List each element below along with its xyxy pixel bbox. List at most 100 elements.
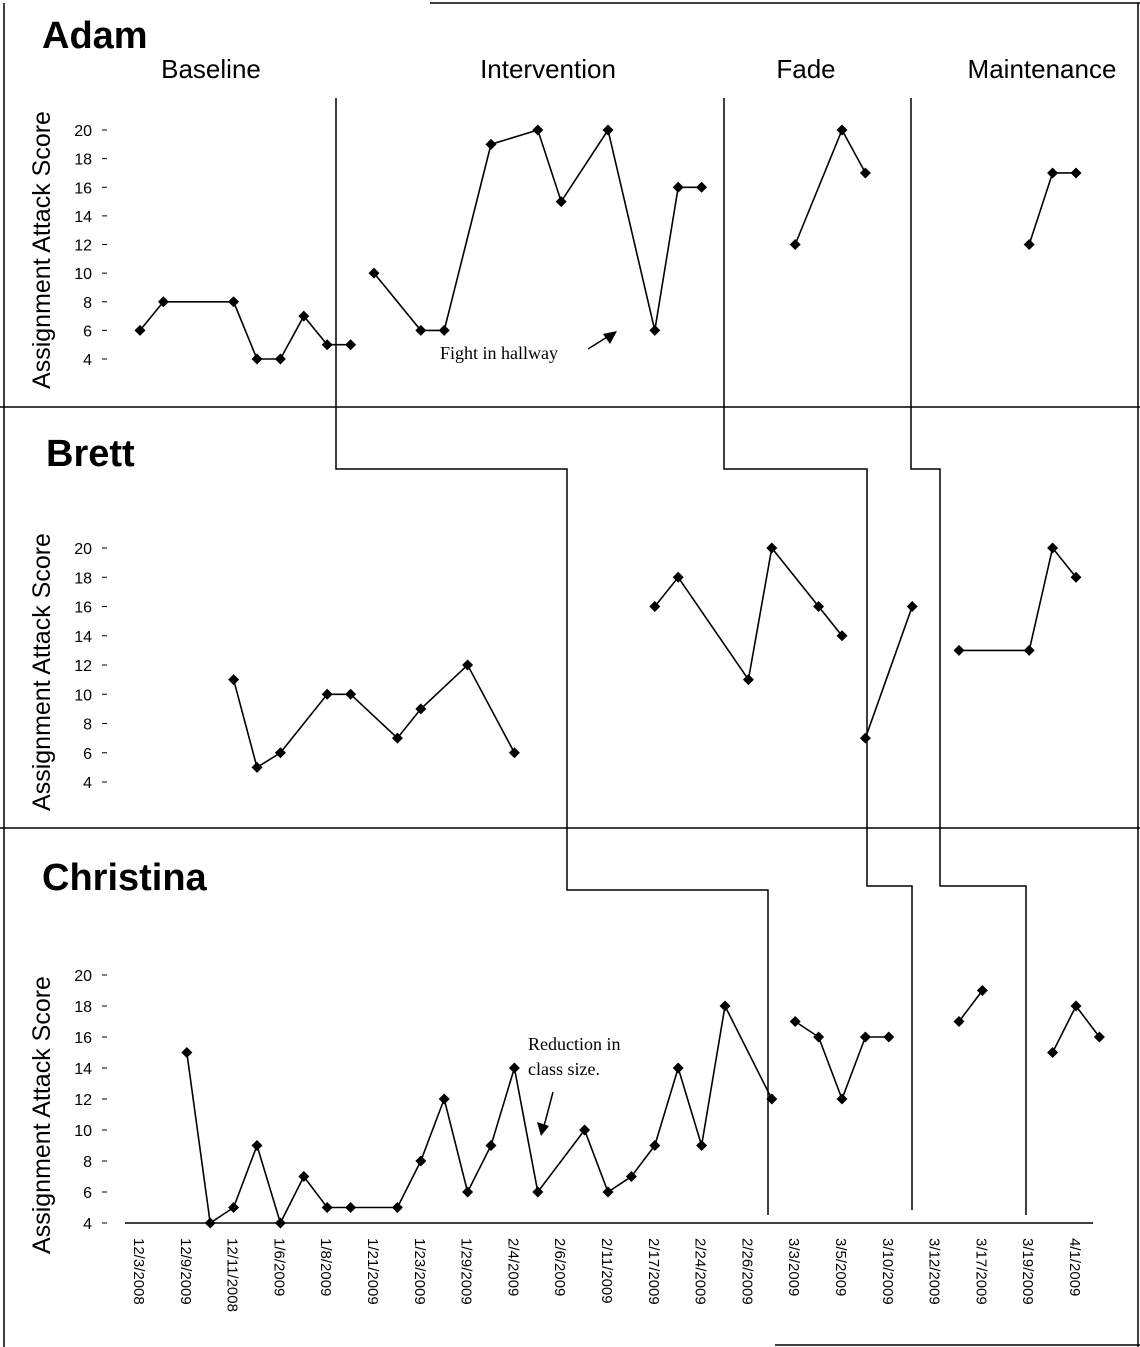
annotation-fight-in-hallway: Fight in hallway bbox=[440, 343, 558, 363]
phase-line-fade-maintenance bbox=[910, 98, 1027, 1215]
y-tick-label: 4 bbox=[83, 352, 92, 369]
series-line-maintenance bbox=[1028, 172, 1076, 245]
y-tick-label: 10 bbox=[74, 1123, 92, 1140]
data-point-marker bbox=[368, 267, 380, 279]
data-point-marker bbox=[1070, 167, 1082, 179]
y-tick-label: 14 bbox=[74, 1061, 92, 1078]
annotation-reduction-line1: Reduction in bbox=[528, 1034, 621, 1054]
data-point-marker bbox=[649, 1140, 661, 1151]
y-tick-label: 18 bbox=[74, 570, 92, 587]
data-point-marker bbox=[228, 674, 240, 686]
data-point-marker bbox=[766, 1093, 778, 1105]
x-tick-label: 3/5/2009 bbox=[832, 1238, 849, 1296]
x-tick-label: 1/6/2009 bbox=[270, 1238, 287, 1296]
data-point-marker bbox=[696, 1140, 708, 1151]
data-point-marker bbox=[649, 601, 661, 612]
x-tick-label: 3/10/2009 bbox=[879, 1238, 896, 1305]
y-tick-label: 12 bbox=[74, 658, 92, 675]
data-point-marker bbox=[602, 1186, 614, 1198]
phase-label-fade: Fade bbox=[776, 54, 835, 84]
y-tick-label: 14 bbox=[74, 629, 92, 646]
y-tick-label: 12 bbox=[74, 238, 92, 255]
x-tick-label: 2/24/2009 bbox=[692, 1238, 709, 1305]
data-point-marker bbox=[438, 324, 450, 336]
series-line-fade bbox=[958, 990, 984, 1022]
data-point-marker bbox=[883, 1031, 895, 1043]
data-point-marker bbox=[813, 601, 825, 612]
data-point-marker bbox=[1070, 571, 1082, 583]
annotation-arrowhead-fight bbox=[603, 331, 617, 344]
data-point-marker bbox=[532, 124, 544, 136]
data-point-marker bbox=[251, 1140, 263, 1151]
data-point-marker bbox=[345, 339, 357, 351]
data-point-marker bbox=[345, 688, 357, 700]
data-point-marker bbox=[462, 1186, 474, 1198]
data-point-marker bbox=[321, 339, 333, 351]
data-point-marker bbox=[859, 1031, 871, 1043]
x-ticks-layer: 12/3/2008 12/9/2009 12/11/2008 1/6/2009 1/8/… bbox=[130, 1238, 1083, 1312]
data-point-marker bbox=[1093, 1031, 1105, 1043]
data-point-marker bbox=[602, 124, 614, 136]
phase-line-baseline-intervention bbox=[335, 98, 769, 1215]
phase-line-intervention-fade bbox=[723, 98, 913, 1210]
y-tick-label: 6 bbox=[83, 746, 92, 763]
data-point-marker bbox=[859, 732, 871, 744]
annotation-arrowhead-reduction bbox=[537, 1122, 549, 1136]
y-tick-label: 8 bbox=[83, 1154, 92, 1171]
data-point-marker bbox=[719, 1000, 731, 1012]
x-tick-label: 3/12/2009 bbox=[926, 1238, 943, 1305]
panel-title-christina: Christina bbox=[42, 857, 208, 899]
y-tick-label: 6 bbox=[83, 323, 92, 340]
data-point-marker bbox=[274, 747, 286, 759]
annotation-reduction-line2: class size. bbox=[528, 1059, 600, 1079]
series-line-baseline bbox=[139, 300, 351, 360]
data-point-marker bbox=[298, 310, 310, 322]
data-point-marker bbox=[813, 1031, 825, 1043]
y-tick-label: 16 bbox=[74, 180, 92, 197]
data-point-marker bbox=[204, 1217, 216, 1229]
series-line-fade bbox=[794, 128, 867, 245]
y-ticks-layer: 4 6 8 10 12 14 16 18 20 4 6 8 10 12 14 16 18 20 4 6 8 10 12 14 1… bbox=[74, 123, 107, 1233]
data-point-marker bbox=[672, 571, 684, 583]
y-tick-label: 6 bbox=[83, 1185, 92, 1202]
series-line-fade bbox=[864, 606, 913, 739]
y-tick-label: 16 bbox=[74, 1030, 92, 1047]
y-tick-label: 14 bbox=[74, 209, 92, 226]
data-point-marker bbox=[508, 747, 520, 759]
data-point-marker bbox=[181, 1047, 193, 1058]
y-tick-label: 8 bbox=[83, 717, 92, 734]
y-tick-label: 20 bbox=[74, 123, 92, 140]
data-point-marker bbox=[555, 196, 567, 208]
data-point-marker bbox=[438, 1093, 450, 1105]
panel-title-adam: Adam bbox=[42, 15, 148, 57]
data-point-marker bbox=[415, 1155, 427, 1167]
data-point-marker bbox=[1070, 1000, 1082, 1012]
data-point-marker bbox=[1047, 167, 1059, 179]
data-point-marker bbox=[789, 239, 801, 250]
data-point-marker bbox=[321, 688, 333, 700]
data-point-marker bbox=[391, 732, 403, 744]
x-tick-label: 1/8/2009 bbox=[317, 1238, 334, 1296]
data-point-marker bbox=[859, 167, 871, 179]
data-point-marker bbox=[953, 644, 965, 656]
y-tick-label: 4 bbox=[83, 775, 92, 792]
data-point-marker bbox=[508, 1062, 520, 1074]
data-point-marker bbox=[228, 1202, 240, 1213]
series-line-maintenance bbox=[1051, 1004, 1101, 1053]
data-point-marker bbox=[649, 324, 661, 336]
data-point-marker bbox=[1023, 239, 1035, 250]
x-tick-label: 2/11/2009 bbox=[598, 1238, 615, 1304]
data-point-marker bbox=[976, 985, 988, 996]
y-tick-label: 10 bbox=[74, 266, 92, 283]
data-point-marker bbox=[415, 703, 427, 715]
x-tick-label: 3/3/2009 bbox=[785, 1238, 802, 1296]
data-point-marker bbox=[228, 296, 240, 308]
x-tick-label: 3/17/2009 bbox=[972, 1238, 989, 1305]
phase-label-baseline: Baseline bbox=[161, 54, 261, 84]
x-tick-label: 12/11/2008 bbox=[224, 1238, 241, 1312]
x-tick-label: 4/1/2009 bbox=[1066, 1238, 1083, 1296]
series-line-baseline bbox=[186, 1003, 773, 1226]
x-tick-label: 2/17/2009 bbox=[645, 1238, 662, 1305]
phase-label-intervention: Intervention bbox=[480, 54, 616, 84]
